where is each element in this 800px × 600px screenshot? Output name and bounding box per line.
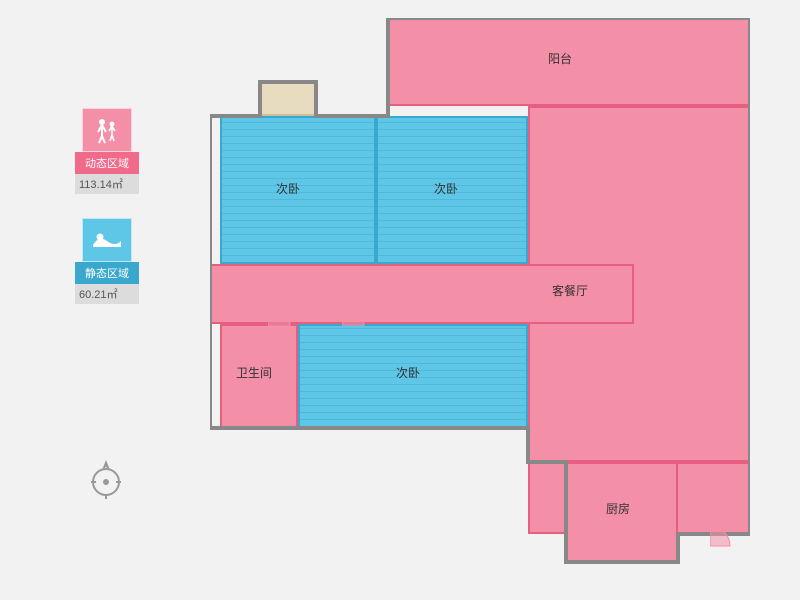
compass-icon — [84, 456, 128, 500]
room-bath — [220, 324, 298, 428]
legend-static: 静态区域 60.21㎡ — [75, 218, 139, 304]
static-sleep-icon — [82, 218, 132, 262]
legend-static-value: 60.21㎡ — [75, 284, 139, 304]
dynamic-people-icon — [82, 108, 132, 152]
room-kitchen — [566, 462, 678, 562]
legend-dynamic-value: 113.14㎡ — [75, 174, 139, 194]
floorplan: 客餐厅阳台次卧次卧卫生间次卧厨房 — [210, 18, 750, 568]
room-balcony — [388, 18, 750, 106]
legend-dynamic: 动态区域 113.14㎡ — [75, 108, 139, 194]
room-inset — [260, 82, 316, 116]
legend-dynamic-label: 动态区域 — [75, 152, 139, 174]
room-bedroom1 — [220, 116, 376, 264]
legend-static-label: 静态区域 — [75, 262, 139, 284]
room-bedroom2 — [376, 116, 528, 264]
legend: 动态区域 113.14㎡ 静态区域 60.21㎡ — [75, 108, 139, 328]
room-bedroom3 — [298, 324, 528, 428]
